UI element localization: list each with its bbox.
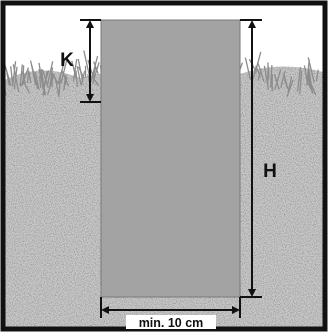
grass-blade xyxy=(58,74,62,95)
width-label: min. 10 cm xyxy=(139,316,204,330)
h-label: H xyxy=(263,161,277,182)
grass-blade xyxy=(308,79,317,96)
grass-blade xyxy=(303,65,308,82)
grass-blade xyxy=(48,67,54,90)
grass-blade xyxy=(273,74,280,90)
pit-rectangle xyxy=(100,19,241,298)
grass-blade xyxy=(12,64,20,93)
grass-blade xyxy=(299,70,303,95)
grass-blade xyxy=(60,56,69,84)
grass-blade xyxy=(280,70,286,89)
grass-blade xyxy=(76,65,82,85)
grass-blade xyxy=(19,64,23,87)
grass-blade xyxy=(80,70,86,86)
k-dimension xyxy=(80,19,101,103)
grass-blade xyxy=(263,65,270,90)
grass-blade xyxy=(274,69,282,91)
grass-blade xyxy=(315,69,319,82)
width-label-background xyxy=(126,315,216,329)
grass-blade xyxy=(38,75,42,88)
grass-blade xyxy=(269,65,273,88)
grass-blade xyxy=(46,61,54,85)
grass-blade xyxy=(20,69,29,86)
grass-blade xyxy=(5,84,7,96)
grass-blade xyxy=(61,70,70,87)
grass-blade xyxy=(42,70,50,89)
grass-blade xyxy=(296,67,302,92)
grass-blade xyxy=(6,73,10,86)
grass-blade xyxy=(22,81,31,94)
grass-blade xyxy=(93,61,99,74)
grass-blade xyxy=(38,69,47,95)
grass-blade xyxy=(78,66,85,79)
grass-blade xyxy=(54,79,60,98)
grass-blade xyxy=(257,68,262,81)
width-dimension xyxy=(100,297,241,318)
grass-blade xyxy=(307,79,314,94)
k-label: K xyxy=(60,50,74,71)
grass-blade xyxy=(75,70,78,88)
grass-blade xyxy=(26,71,30,84)
h-dimension xyxy=(240,19,262,298)
grass-blade xyxy=(57,58,66,85)
grass-blade xyxy=(287,76,293,94)
grass-blade xyxy=(29,60,37,86)
grass-blade xyxy=(307,57,315,83)
grass-blade xyxy=(62,76,68,92)
grass-blade xyxy=(22,65,25,85)
grass-blade xyxy=(10,66,14,87)
grass-blade xyxy=(72,59,78,82)
grass-blade xyxy=(286,79,294,97)
grass-blade xyxy=(34,72,40,90)
